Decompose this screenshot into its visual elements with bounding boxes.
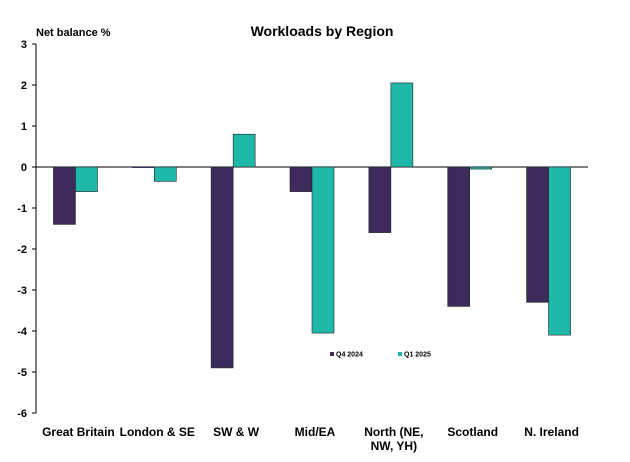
bar-q4-2024 bbox=[526, 166, 549, 303]
chart-title: Workloads by Region bbox=[251, 23, 394, 39]
y-axis: 3 2 1 0 -1 -2 -3 -4 -5 -6 bbox=[17, 39, 588, 420]
bar-q1-2025 bbox=[469, 166, 493, 170]
x-category-label: London & SE bbox=[120, 425, 195, 439]
legend: Q4 2024 Q1 2025 bbox=[330, 352, 431, 359]
x-category-label: North (NE, bbox=[364, 425, 423, 439]
bar-q1-2025 bbox=[311, 166, 335, 334]
y-tick-label: 0 bbox=[21, 162, 27, 174]
bar-q1-2025 bbox=[232, 133, 256, 168]
bar-q1-2025 bbox=[153, 166, 177, 182]
legend-swatch bbox=[330, 352, 334, 356]
bar-q4-2024 bbox=[368, 166, 392, 233]
x-category-label: Scotland bbox=[447, 425, 498, 439]
legend-label: Q1 2025 bbox=[404, 352, 431, 359]
x-category-label: SW & W bbox=[213, 425, 260, 439]
y-tick-label: 1 bbox=[21, 121, 27, 133]
y-axis-label: Net balance % bbox=[36, 27, 111, 39]
y-tick-label: -1 bbox=[17, 203, 27, 215]
bar-q4-2024 bbox=[210, 166, 234, 369]
y-tick-label: -3 bbox=[17, 285, 27, 297]
y-tick-label: -4 bbox=[17, 326, 28, 338]
bar-q4-2024 bbox=[289, 166, 313, 192]
y-tick-label: -6 bbox=[17, 408, 27, 420]
y-tick-label: -5 bbox=[17, 367, 27, 379]
bars bbox=[53, 82, 571, 369]
x-category-label: NW, YH) bbox=[371, 439, 417, 453]
x-axis-labels: Great Britain London & SE SW & W Mid/EA Nort… bbox=[42, 425, 579, 453]
y-tick-label: 2 bbox=[21, 80, 27, 92]
legend-label: Q4 2024 bbox=[336, 352, 363, 359]
bar-q1-2025 bbox=[390, 82, 414, 168]
y-tick-label: 3 bbox=[21, 39, 27, 51]
bar-q4-2024 bbox=[447, 166, 471, 307]
bar-q4-2024 bbox=[53, 166, 76, 225]
y-tick-label: -2 bbox=[17, 244, 27, 256]
x-category-label: N. Ireland bbox=[524, 425, 579, 439]
bar-q1-2025 bbox=[548, 166, 571, 336]
bar-q1-2025 bbox=[75, 166, 98, 192]
x-category-label: Great Britain bbox=[42, 425, 115, 439]
x-category-label: Mid/EA bbox=[295, 425, 336, 439]
legend-swatch bbox=[398, 352, 402, 356]
bar-q4-2024 bbox=[132, 167, 155, 168]
